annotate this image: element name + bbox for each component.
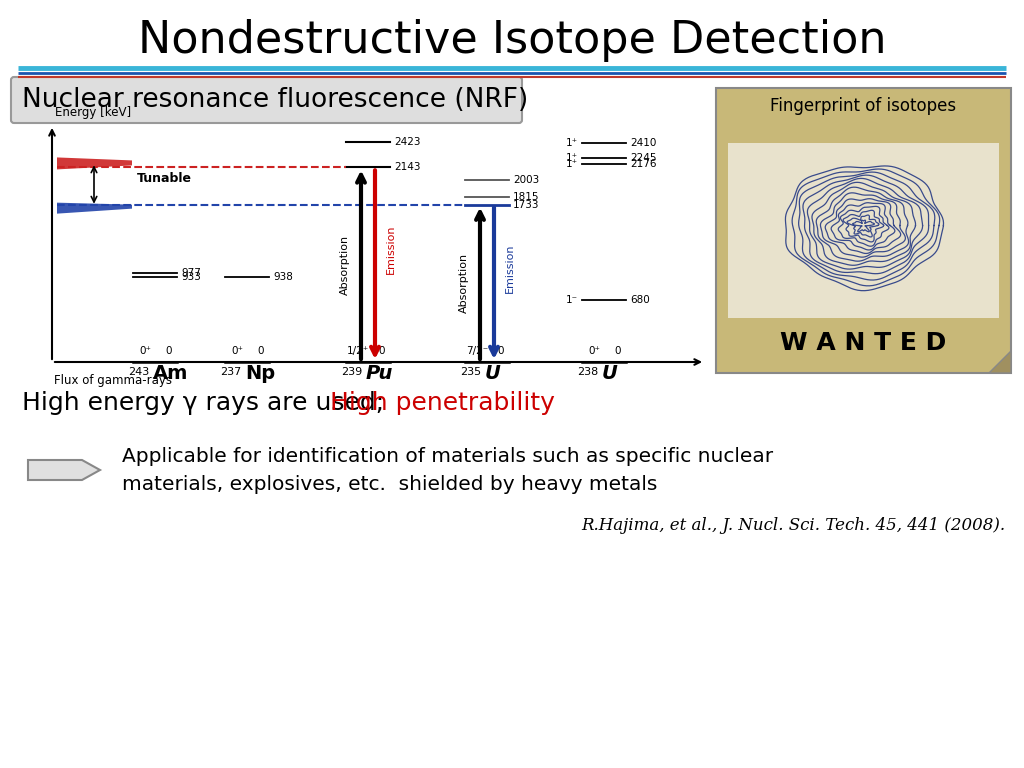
Text: 0: 0 <box>379 346 385 356</box>
Text: Applicable for identification of materials such as specific nuclear: Applicable for identification of materia… <box>122 446 773 465</box>
Text: Energy [keV]: Energy [keV] <box>55 106 131 119</box>
FancyArrow shape <box>28 460 100 480</box>
Text: 238: 238 <box>577 367 598 377</box>
Text: Tunable: Tunable <box>137 171 193 184</box>
Text: 0: 0 <box>614 346 622 356</box>
Bar <box>716 88 1011 373</box>
Text: 243: 243 <box>128 367 150 377</box>
Text: 2176: 2176 <box>630 160 656 170</box>
Text: 0⁺: 0⁺ <box>588 346 600 356</box>
Text: 680: 680 <box>630 295 650 305</box>
Text: 1⁺: 1⁺ <box>566 153 578 163</box>
Text: 933: 933 <box>181 273 201 283</box>
Text: Am: Am <box>153 364 188 383</box>
Text: 7/2⁻: 7/2⁻ <box>466 346 488 356</box>
Text: 1815: 1815 <box>513 192 540 202</box>
Text: 1⁻: 1⁻ <box>566 295 578 305</box>
Bar <box>728 143 999 318</box>
Text: U: U <box>485 364 501 383</box>
Text: Nuclear resonance fluorescence (NRF): Nuclear resonance fluorescence (NRF) <box>22 87 528 113</box>
Polygon shape <box>57 203 132 214</box>
Text: 2423: 2423 <box>394 137 421 147</box>
Text: Nondestructive Isotope Detection: Nondestructive Isotope Detection <box>138 18 886 61</box>
Text: 235: 235 <box>460 367 481 377</box>
Text: 1/2⁺: 1/2⁺ <box>347 346 369 356</box>
Text: 239: 239 <box>341 367 362 377</box>
Text: 938: 938 <box>273 272 293 282</box>
FancyBboxPatch shape <box>11 77 522 123</box>
Text: Pu: Pu <box>366 364 393 383</box>
Text: 0⁺: 0⁺ <box>231 346 243 356</box>
Text: Absorption: Absorption <box>459 253 469 313</box>
Text: High penetrability: High penetrability <box>330 391 555 415</box>
Text: 0⁺: 0⁺ <box>139 346 151 356</box>
Text: 0: 0 <box>166 346 172 356</box>
Text: W A N T E D: W A N T E D <box>780 331 946 355</box>
Text: R.Hajima, et al., J. Nucl. Sci. Tech. 45, 441 (2008).: R.Hajima, et al., J. Nucl. Sci. Tech. 45… <box>581 518 1005 535</box>
Text: 1⁺: 1⁺ <box>566 138 578 148</box>
Text: Emission: Emission <box>386 225 396 274</box>
Text: 2245: 2245 <box>630 153 656 163</box>
Text: Np: Np <box>245 364 275 383</box>
Text: 237: 237 <box>220 367 241 377</box>
Text: High energy γ rays are used;: High energy γ rays are used; <box>22 391 392 415</box>
Polygon shape <box>989 351 1011 373</box>
Text: Fingerprint of isotopes: Fingerprint of isotopes <box>770 97 956 115</box>
Text: 0: 0 <box>258 346 264 356</box>
Text: 977: 977 <box>181 268 201 278</box>
Text: 1733: 1733 <box>513 200 540 210</box>
Text: 2410: 2410 <box>630 138 656 148</box>
Text: 1⁺: 1⁺ <box>566 160 578 170</box>
Text: 0: 0 <box>498 346 504 356</box>
Text: Flux of gamma-rays: Flux of gamma-rays <box>54 374 172 387</box>
Text: materials, explosives, etc.  shielded by heavy metals: materials, explosives, etc. shielded by … <box>122 475 657 494</box>
Text: 2143: 2143 <box>394 162 421 173</box>
Text: Emission: Emission <box>505 243 515 293</box>
Text: 2003: 2003 <box>513 175 540 185</box>
Polygon shape <box>57 157 132 170</box>
Text: Absorption: Absorption <box>340 235 350 295</box>
Text: U: U <box>602 364 617 383</box>
